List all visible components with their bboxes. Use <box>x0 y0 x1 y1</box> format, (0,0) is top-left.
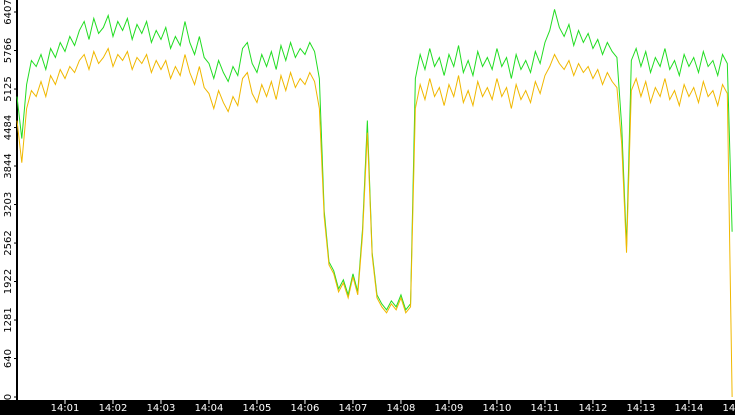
x-tick-label: 14:01 <box>51 403 80 414</box>
y-tick-label: 1281 <box>3 307 14 332</box>
x-tick-label: 14:09 <box>435 403 464 414</box>
x-tick-label: 14:14 <box>675 403 704 414</box>
x-axis-band <box>0 400 735 415</box>
x-tick-label: 14:07 <box>339 403 368 414</box>
x-tick-label: 14:10 <box>483 403 512 414</box>
series-line <box>16 47 733 398</box>
y-tick-label: 5125 <box>3 76 14 101</box>
y-tick-label: 1922 <box>3 269 14 294</box>
x-tick-label: 14:12 <box>579 403 608 414</box>
x-tick-label: 14:15 <box>723 403 735 414</box>
x-tick-label: 14:08 <box>387 403 416 414</box>
x-tick-label: 14:11 <box>531 403 560 414</box>
x-tick-label: 14:06 <box>291 403 320 414</box>
y-tick-label: 5766 <box>3 38 14 63</box>
x-tick-label: 14:03 <box>147 403 176 414</box>
y-tick-label: 4484 <box>3 115 14 140</box>
y-tick-label: 3844 <box>3 153 14 178</box>
y-tick-label: 0 <box>3 394 14 400</box>
x-tick-label: 14:13 <box>627 403 656 414</box>
x-tick-label: 14:02 <box>99 403 128 414</box>
y-tick-label: 3203 <box>3 192 14 217</box>
x-tick-label: 14:04 <box>195 403 224 414</box>
y-tick-label: 6407 <box>3 0 14 25</box>
x-tick-label: 14:05 <box>243 403 272 414</box>
y-tick-label: 640 <box>3 349 14 368</box>
y-tick-label: 2562 <box>3 230 14 255</box>
